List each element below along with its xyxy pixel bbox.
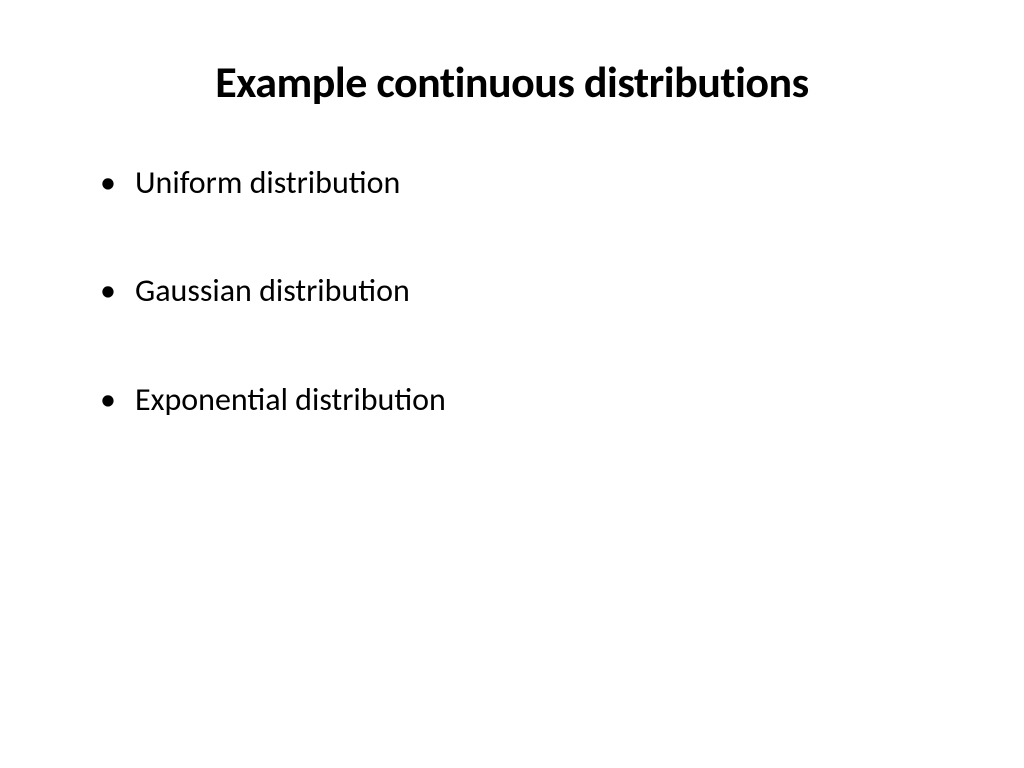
bullet-item: Gaussian distribution <box>100 272 954 310</box>
bullet-list: Uniform distribution Gaussian distributi… <box>70 164 954 419</box>
bullet-item: Uniform distribution <box>100 164 954 202</box>
bullet-item: Exponential distribution <box>100 381 954 419</box>
slide-title: Example continuous distributions <box>70 55 954 109</box>
slide-container: Example continuous distributions Uniform… <box>0 0 1024 768</box>
